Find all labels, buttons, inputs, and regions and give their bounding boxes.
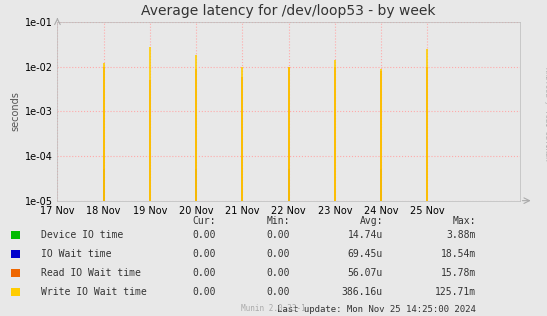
Text: Last update: Mon Nov 25 14:25:00 2024: Last update: Mon Nov 25 14:25:00 2024: [277, 305, 476, 314]
Text: 18.54m: 18.54m: [441, 249, 476, 259]
Text: 14.74u: 14.74u: [348, 230, 383, 240]
Text: 69.45u: 69.45u: [348, 249, 383, 259]
Text: 56.07u: 56.07u: [348, 268, 383, 278]
Title: Average latency for /dev/loop53 - by week: Average latency for /dev/loop53 - by wee…: [141, 4, 436, 18]
Text: Min:: Min:: [266, 216, 290, 226]
Text: 0.00: 0.00: [193, 268, 216, 278]
Text: 0.00: 0.00: [266, 230, 290, 240]
Text: Write IO Wait time: Write IO Wait time: [41, 287, 147, 297]
Text: 0.00: 0.00: [193, 287, 216, 297]
Text: 0.00: 0.00: [193, 230, 216, 240]
Text: Munin 2.0.33-1: Munin 2.0.33-1: [241, 305, 306, 313]
Text: 0.00: 0.00: [266, 249, 290, 259]
Text: Cur:: Cur:: [193, 216, 216, 226]
Text: Max:: Max:: [452, 216, 476, 226]
Text: Device IO time: Device IO time: [41, 230, 123, 240]
Text: 125.71m: 125.71m: [435, 287, 476, 297]
Y-axis label: seconds: seconds: [10, 91, 20, 131]
Text: RRDTOOL / TOBI OETIKER: RRDTOOL / TOBI OETIKER: [544, 67, 547, 161]
Text: 0.00: 0.00: [266, 287, 290, 297]
Text: 3.88m: 3.88m: [446, 230, 476, 240]
Text: IO Wait time: IO Wait time: [41, 249, 112, 259]
Text: 386.16u: 386.16u: [342, 287, 383, 297]
Text: Avg:: Avg:: [359, 216, 383, 226]
Text: Read IO Wait time: Read IO Wait time: [41, 268, 141, 278]
Text: 0.00: 0.00: [193, 249, 216, 259]
Text: 15.78m: 15.78m: [441, 268, 476, 278]
Text: 0.00: 0.00: [266, 268, 290, 278]
